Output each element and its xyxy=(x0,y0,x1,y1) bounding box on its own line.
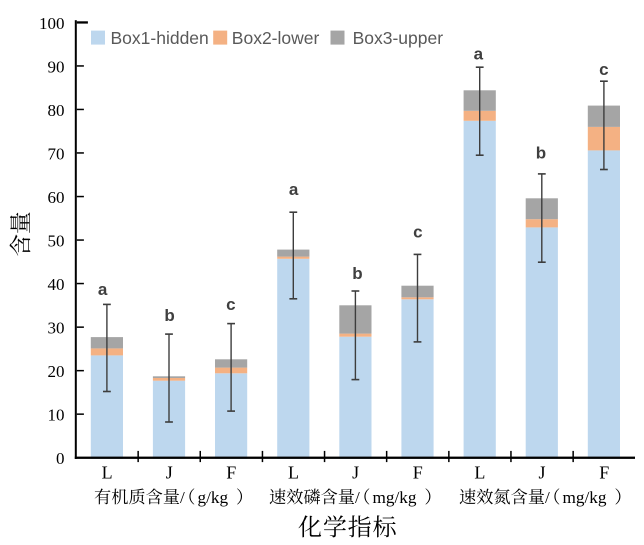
svg-text:90: 90 xyxy=(48,57,65,76)
svg-text:c: c xyxy=(599,60,608,79)
svg-text:/: / xyxy=(545,488,550,507)
svg-text:80: 80 xyxy=(48,101,65,120)
svg-text:a: a xyxy=(289,180,299,199)
svg-text:b: b xyxy=(164,306,174,325)
svg-text:mg/kg: mg/kg xyxy=(563,488,607,507)
svg-text:J: J xyxy=(352,463,359,483)
svg-text:/: / xyxy=(355,488,360,507)
svg-text:F: F xyxy=(599,463,609,483)
svg-text:50: 50 xyxy=(48,232,65,251)
svg-text:g/kg: g/kg xyxy=(198,488,229,507)
svg-text:b: b xyxy=(536,144,546,163)
svg-text:70: 70 xyxy=(48,145,65,164)
svg-text:L: L xyxy=(474,463,485,483)
svg-text:c: c xyxy=(226,295,235,314)
svg-text:F: F xyxy=(413,463,423,483)
svg-text:Box3-upper: Box3-upper xyxy=(353,28,444,48)
svg-text:L: L xyxy=(102,463,113,483)
svg-text:40: 40 xyxy=(48,275,65,294)
svg-text:J: J xyxy=(166,463,173,483)
svg-text:60: 60 xyxy=(48,188,65,207)
svg-text:100: 100 xyxy=(39,14,65,33)
svg-text:Box2-lower: Box2-lower xyxy=(232,28,320,48)
svg-text:/: / xyxy=(180,488,185,507)
svg-text:b: b xyxy=(352,264,362,283)
svg-text:a: a xyxy=(98,280,108,299)
svg-text:F: F xyxy=(226,463,236,483)
svg-text:a: a xyxy=(474,44,484,63)
svg-text:mg/kg: mg/kg xyxy=(373,488,417,507)
svg-text:20: 20 xyxy=(48,362,65,381)
svg-text:10: 10 xyxy=(48,406,65,425)
svg-text:30: 30 xyxy=(48,319,65,338)
svg-text:0: 0 xyxy=(56,449,65,468)
svg-text:J: J xyxy=(538,463,545,483)
svg-text:Box1-hidden: Box1-hidden xyxy=(111,28,209,48)
svg-text:c: c xyxy=(413,222,422,241)
svg-text:L: L xyxy=(288,463,299,483)
